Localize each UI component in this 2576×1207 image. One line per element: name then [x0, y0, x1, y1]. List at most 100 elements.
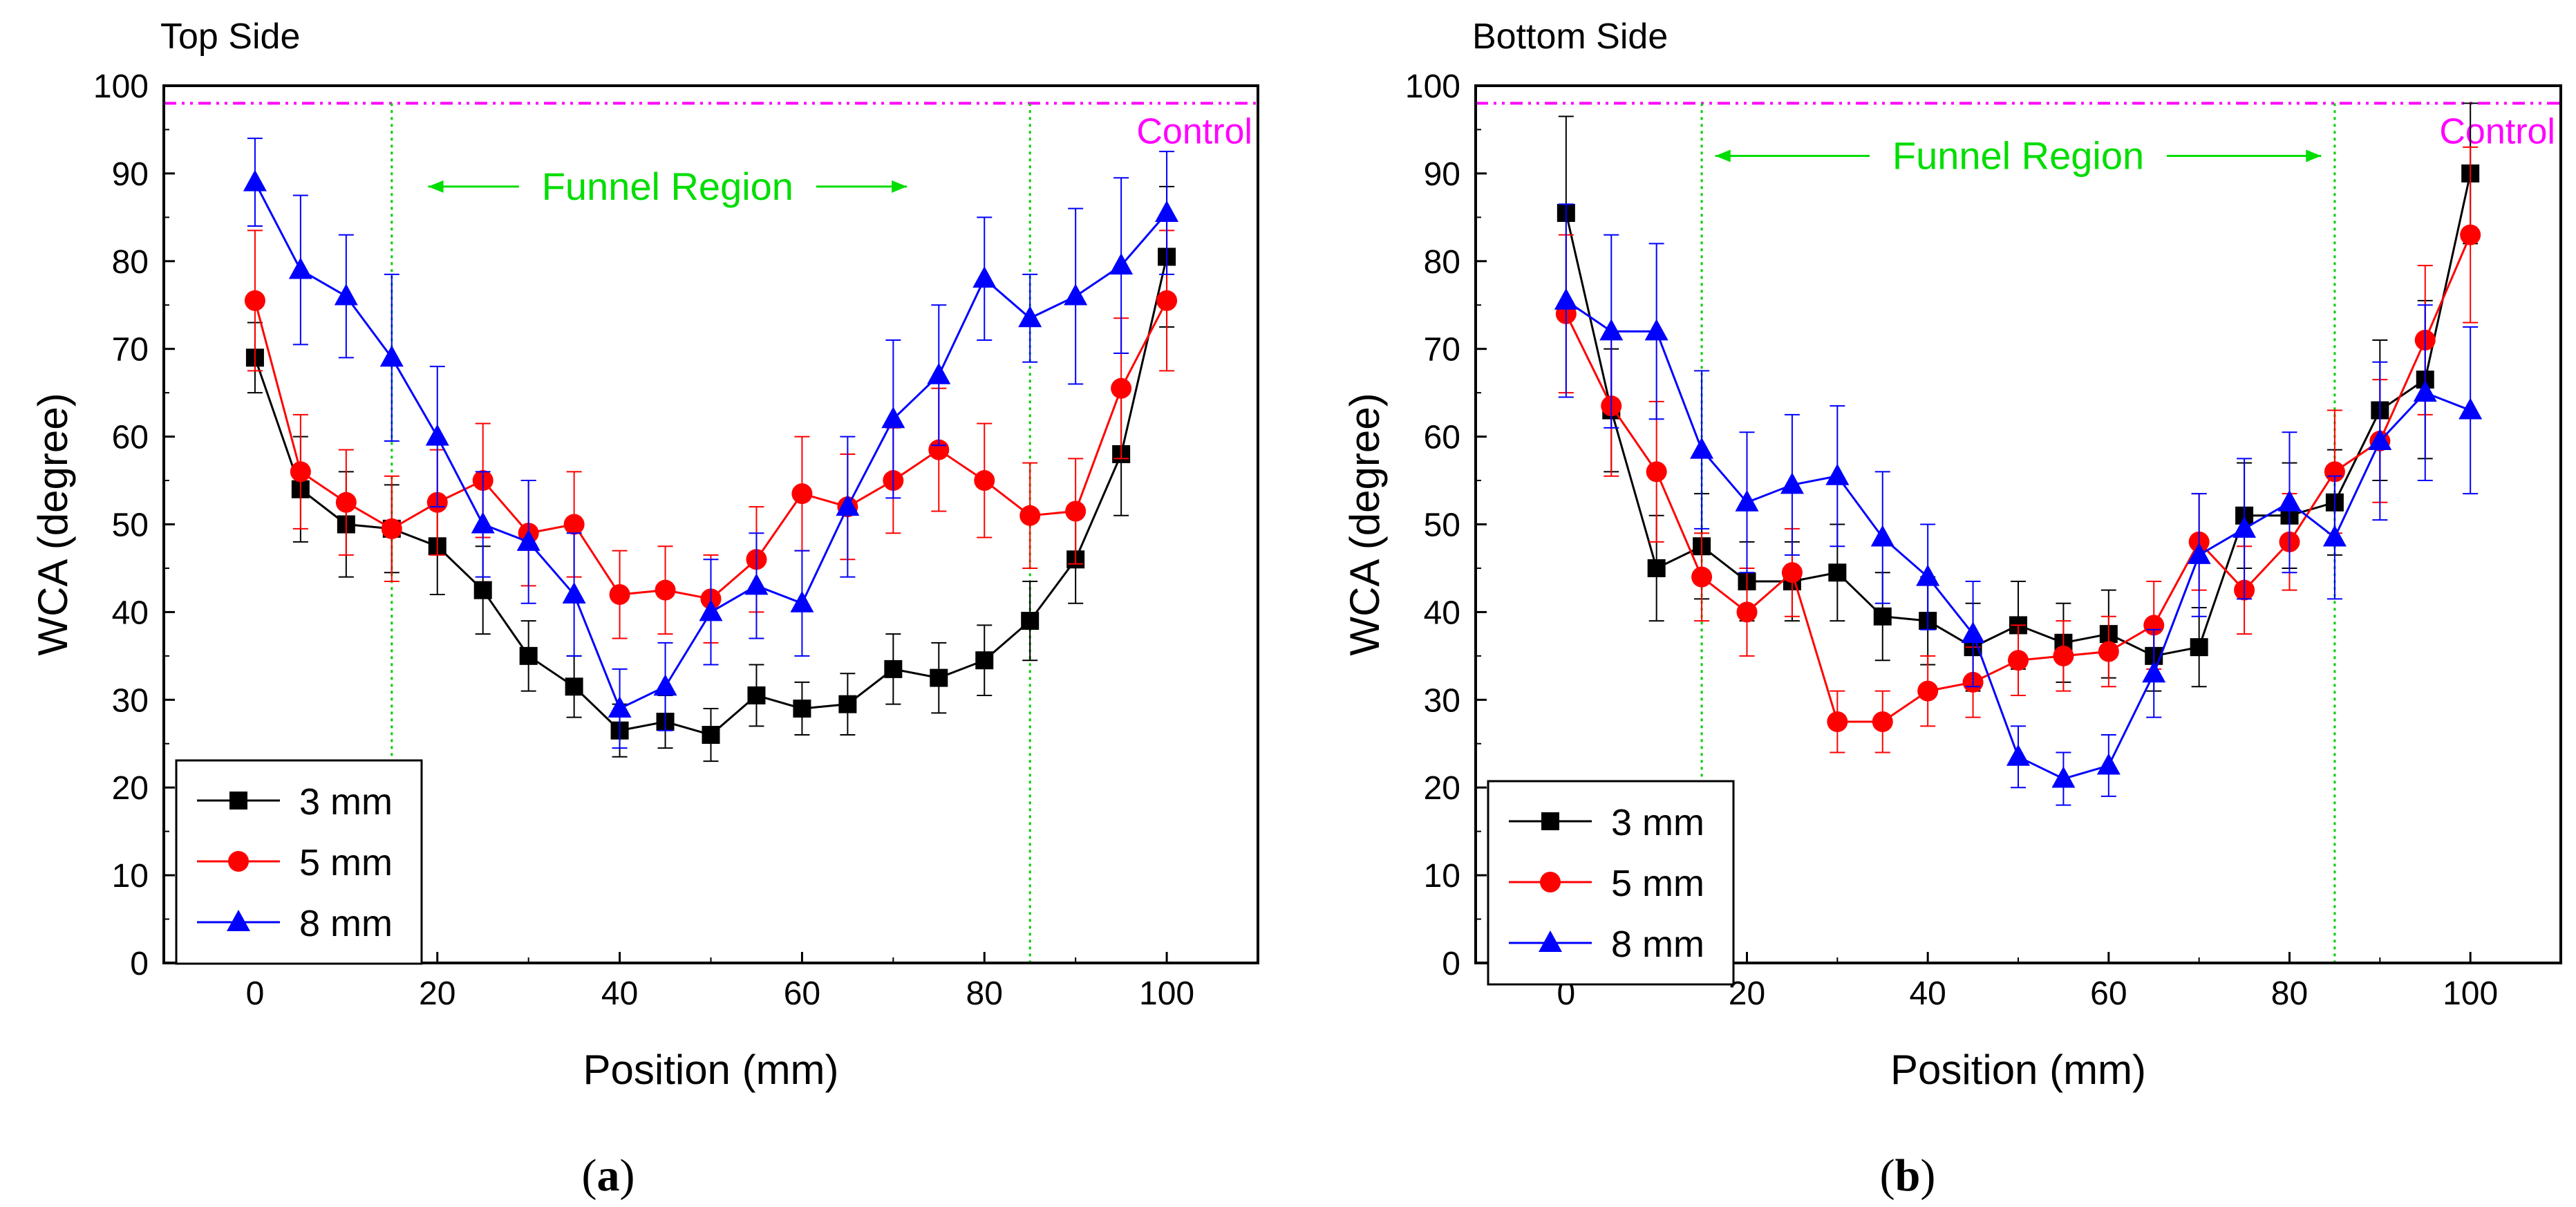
- data-point: [1644, 319, 1668, 341]
- data-point: [1599, 319, 1624, 341]
- data-point: [1917, 680, 1939, 702]
- data-point: [1111, 377, 1132, 399]
- data-point: [793, 699, 811, 718]
- data-point: [653, 674, 677, 696]
- data-point: [335, 492, 357, 513]
- data-point: [655, 579, 676, 601]
- data-point: [2098, 641, 2119, 662]
- series-3-mm: [1557, 102, 2480, 692]
- y-tick-label: 30: [112, 682, 149, 719]
- data-point: [972, 266, 997, 288]
- legend-marker: [228, 851, 249, 872]
- y-tick-label: 80: [1424, 244, 1460, 281]
- data-point: [2277, 489, 2302, 512]
- data-point: [2459, 397, 2483, 420]
- y-tick-label: 100: [93, 68, 149, 105]
- legend-label: 5 mm: [299, 842, 393, 883]
- data-point: [1873, 607, 1892, 626]
- data-point: [975, 651, 994, 670]
- caption-letter: a: [597, 1150, 620, 1201]
- x-tick-label: 80: [2271, 975, 2308, 1012]
- data-point: [1690, 437, 1714, 459]
- panel-top-side: Top Side Control Funnel Region 0 10 20 30 40 50 6…: [30, 17, 1259, 1201]
- data-point: [974, 470, 995, 492]
- data-point: [2460, 224, 2481, 245]
- y-tick-label: 10: [1424, 858, 1460, 895]
- legend-label: 3 mm: [1611, 802, 1704, 843]
- region-arrowhead-right: [892, 180, 908, 193]
- legend-label: 5 mm: [1611, 863, 1704, 904]
- x-axis-label: Position (mm): [583, 1047, 838, 1093]
- data-point: [747, 686, 766, 704]
- data-point: [1646, 461, 1667, 483]
- y-tick-label: 100: [1405, 68, 1460, 105]
- data-point: [290, 461, 311, 483]
- caption-paren-open: (: [582, 1150, 597, 1201]
- y-tick-label: 60: [1424, 420, 1460, 456]
- control-label: Control: [1136, 111, 1252, 151]
- y-tick-label: 60: [112, 420, 149, 456]
- data-point: [1736, 601, 1758, 623]
- data-point: [381, 518, 402, 539]
- data-point: [838, 695, 857, 713]
- legend-marker: [1539, 930, 1562, 952]
- data-point: [790, 590, 814, 612]
- x-tick-label: 20: [419, 975, 455, 1012]
- data-point: [244, 290, 265, 311]
- y-tick-label: 80: [112, 244, 149, 281]
- data-point: [2051, 766, 2076, 788]
- x-tick-label: 80: [966, 975, 1003, 1012]
- data-point: [884, 659, 903, 678]
- data-point: [425, 424, 449, 446]
- legend-label: 3 mm: [299, 781, 393, 823]
- legend-marker: [1541, 812, 1559, 830]
- y-tick-label: 10: [112, 858, 149, 895]
- data-point: [1827, 711, 1848, 733]
- data-point: [473, 581, 492, 599]
- data-point: [609, 584, 630, 606]
- caption-paren-close: ): [620, 1150, 635, 1201]
- y-tick-label: 20: [112, 770, 149, 807]
- panel-title: Top Side: [160, 17, 300, 57]
- caption-letter: b: [1895, 1150, 1921, 1201]
- data-point: [2187, 542, 2211, 564]
- data-point: [516, 529, 540, 551]
- data-point: [881, 406, 905, 429]
- y-tick-label: 70: [112, 332, 149, 368]
- data-point: [928, 439, 950, 460]
- data-point: [243, 169, 267, 191]
- data-point: [699, 599, 723, 621]
- data-point: [1780, 472, 1804, 494]
- data-point: [930, 668, 948, 687]
- data-point: [1961, 621, 1985, 644]
- data-point: [1109, 253, 1134, 275]
- data-point: [1018, 306, 1042, 328]
- x-axis-label: Position (mm): [1890, 1047, 2146, 1093]
- data-point: [1870, 525, 1895, 547]
- y-tick-label: 50: [112, 507, 149, 544]
- y-tick-label: 90: [112, 156, 149, 193]
- region-label: Funnel Region: [542, 165, 793, 208]
- y-tick-label: 40: [1424, 595, 1460, 631]
- region-arrowhead-left: [428, 180, 444, 193]
- data-point: [1156, 290, 1178, 311]
- x-tick-label: 100: [2443, 975, 2498, 1012]
- data-point: [1065, 500, 1087, 522]
- data-point: [608, 695, 632, 718]
- data-point: [2324, 461, 2345, 483]
- data-point: [1155, 200, 1179, 223]
- data-point: [1019, 505, 1041, 526]
- data-point: [2006, 744, 2030, 766]
- data-point: [1828, 563, 1847, 582]
- data-point: [471, 512, 495, 534]
- control-label: Control: [2439, 111, 2555, 151]
- series-8-mm: [1554, 203, 2483, 806]
- caption-paren-close: ): [1920, 1150, 1935, 1201]
- y-tick-label: 0: [130, 946, 149, 982]
- region-arrowhead-right: [2306, 149, 2322, 162]
- x-tick-label: 100: [1139, 975, 1194, 1012]
- y-tick-label: 50: [1424, 507, 1460, 544]
- data-point: [562, 582, 586, 604]
- data-point: [2322, 525, 2347, 547]
